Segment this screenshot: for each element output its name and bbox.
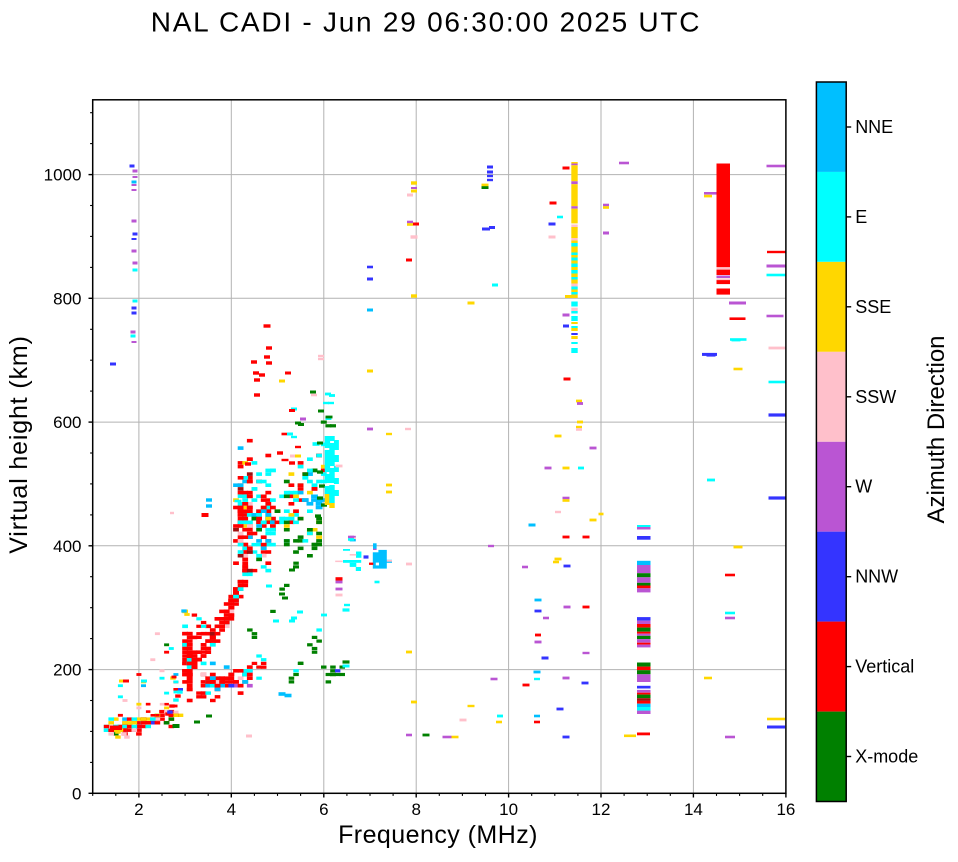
svg-text:SSW: SSW: [855, 387, 896, 407]
svg-text:400: 400: [53, 537, 81, 556]
svg-text:6: 6: [319, 800, 328, 819]
svg-text:NAL CADI - Jun 29 06:30:00 202: NAL CADI - Jun 29 06:30:00 2025 UTC: [151, 7, 701, 38]
svg-text:SSE: SSE: [855, 297, 891, 317]
svg-text:Virtual height (km): Virtual height (km): [5, 335, 33, 554]
svg-text:Frequency (MHz): Frequency (MHz): [338, 821, 538, 849]
svg-text:4: 4: [227, 800, 236, 819]
svg-text:E: E: [855, 207, 867, 227]
svg-text:8: 8: [411, 800, 420, 819]
svg-text:X-mode: X-mode: [855, 747, 918, 767]
svg-text:2: 2: [134, 800, 143, 819]
svg-text:16: 16: [776, 800, 795, 819]
svg-text:12: 12: [592, 800, 611, 819]
svg-text:200: 200: [53, 661, 81, 680]
svg-text:800: 800: [53, 289, 81, 308]
svg-text:1000: 1000: [44, 166, 82, 185]
svg-text:NNW: NNW: [855, 567, 898, 587]
svg-text:600: 600: [53, 413, 81, 432]
svg-text:10: 10: [499, 800, 518, 819]
svg-text:NNE: NNE: [855, 117, 893, 137]
svg-text:Vertical: Vertical: [855, 657, 914, 677]
svg-text:0: 0: [72, 784, 81, 803]
svg-text:14: 14: [684, 800, 703, 819]
svg-text:Azimuth Direction: Azimuth Direction: [923, 335, 950, 523]
svg-text:W: W: [855, 477, 872, 497]
